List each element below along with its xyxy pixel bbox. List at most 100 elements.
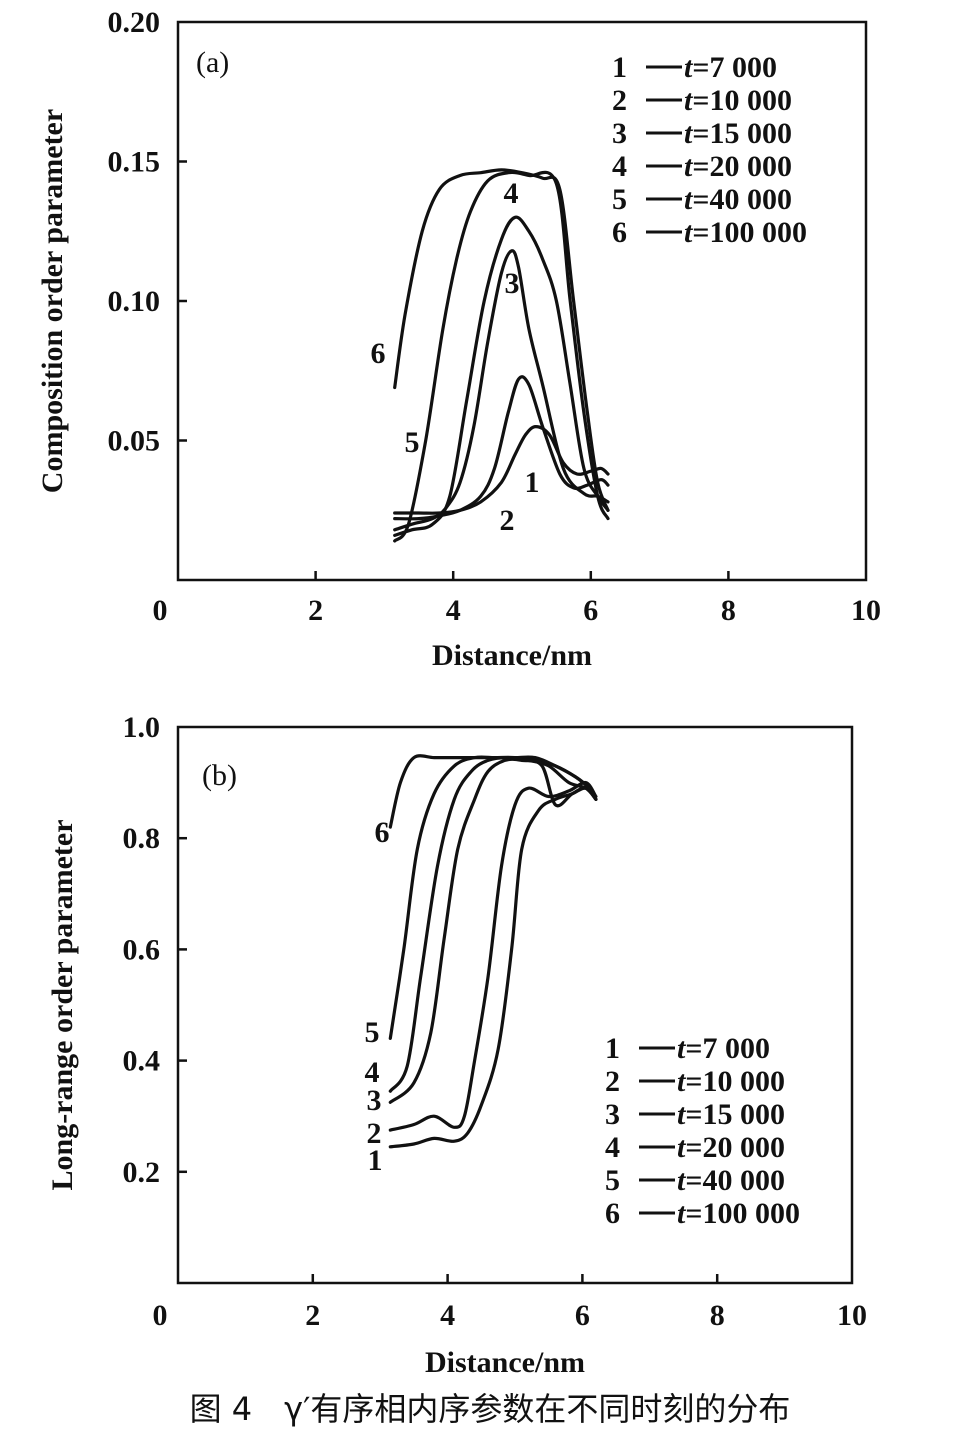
legend-number: 5	[605, 1164, 620, 1197]
x-axis-label: Distance/nm	[432, 639, 592, 672]
curve-label-3: 3	[367, 1084, 382, 1117]
x-tick-label: 10	[851, 594, 881, 627]
legend-item-3: 3 t=15 000	[605, 1098, 785, 1131]
x-tick-label: 6	[575, 1299, 590, 1332]
curve-label-6: 6	[371, 337, 386, 370]
curve-label-5: 5	[405, 426, 420, 459]
legend-t-symbol: t	[677, 1164, 687, 1197]
y-tick-label: 0.15	[108, 146, 161, 179]
legend-number: 3	[612, 117, 627, 150]
legend-value: =20 000	[692, 150, 792, 183]
legend-value: =7 000	[685, 1032, 770, 1065]
y-tick-label: 0.6	[123, 933, 161, 966]
legend-text: t=15 000	[677, 1098, 785, 1131]
x-tick-label: 10	[837, 1299, 867, 1332]
legend-text: t=20 000	[677, 1131, 785, 1164]
legend-t-symbol: t	[684, 216, 694, 249]
legend-item-2: 2 t=10 000	[605, 1065, 785, 1098]
y-axis-label: Long-range order parameter	[46, 819, 79, 1190]
legend-number: 2	[612, 84, 627, 117]
x-axis-label: Distance/nm	[425, 1346, 585, 1379]
legend-number: 5	[612, 183, 627, 216]
y-tick-label: 0.4	[123, 1045, 161, 1078]
legend-item-1: 1 t=7 000	[612, 51, 777, 84]
legend-value: =100 000	[692, 216, 807, 249]
x-tick-label: 4	[440, 1299, 455, 1332]
panel-label: (a)	[196, 46, 229, 79]
legend-value: =7 000	[692, 51, 777, 84]
series-line-5	[393, 170, 610, 543]
figure-caption: 图 4 γ′有序相内序参数在不同时刻的分布	[190, 1390, 791, 1428]
y-tick-label: 1.0	[123, 711, 161, 744]
legend-number: 2	[605, 1065, 620, 1098]
legend-text: t=100 000	[677, 1197, 800, 1230]
series-line-2	[393, 375, 610, 521]
legend-number: 1	[612, 51, 627, 84]
legend-t-symbol: t	[677, 1197, 687, 1230]
x-tick-label: 0	[153, 594, 168, 627]
legend-text: t=20 000	[684, 150, 792, 183]
panel-a-chart: 0 2 4 6 8 10 0.05 0.10 0.15 0.20 Distance/nm Compos…	[36, 6, 881, 672]
legend-text: t=15 000	[684, 117, 792, 150]
legend-t-symbol: t	[684, 117, 694, 150]
legend-t-symbol: t	[677, 1065, 687, 1098]
x-tick-label: 8	[710, 1299, 725, 1332]
legend-item-6: 6 t=100 000	[605, 1197, 800, 1230]
legend-value: =10 000	[685, 1065, 785, 1098]
legend-text: t=7 000	[677, 1032, 770, 1065]
legend-number: 6	[612, 216, 627, 249]
x-tick-label: 4	[446, 594, 461, 627]
legend-item-6: 6 t=100 000	[612, 216, 807, 249]
series-line-1	[393, 425, 610, 515]
series-line-6	[393, 168, 610, 512]
panel-label: (b)	[202, 759, 237, 792]
legend-t-symbol: t	[677, 1098, 687, 1131]
legend-text: t=10 000	[684, 84, 792, 117]
curve-label-6: 6	[375, 816, 390, 849]
curve-label-3: 3	[505, 267, 520, 300]
legend-t-symbol: t	[684, 183, 694, 216]
series-line-4	[388, 756, 598, 1093]
series-line-3	[388, 757, 598, 1104]
legend-item-5: 5 t=40 000	[612, 183, 792, 216]
legend-t-symbol: t	[684, 51, 694, 84]
series-line-2	[388, 780, 598, 1132]
legend-value: =40 000	[692, 183, 792, 216]
legend-value: =20 000	[685, 1131, 785, 1164]
legend-t-symbol: t	[684, 84, 694, 117]
curve-label-2: 2	[367, 1117, 382, 1150]
legend-text: t=40 000	[677, 1164, 785, 1197]
y-tick-label: 0.8	[123, 822, 161, 855]
legend-item-4: 4 t=20 000	[612, 150, 792, 183]
legend-t-symbol: t	[684, 150, 694, 183]
x-tick-label: 6	[583, 594, 598, 627]
legend-text: t=100 000	[684, 216, 807, 249]
series-line-6	[388, 754, 598, 829]
y-tick-label: 0.2	[123, 1156, 161, 1189]
legend-number: 4	[605, 1131, 620, 1164]
curve-label-2: 2	[500, 504, 515, 537]
curve-label-5: 5	[365, 1016, 380, 1049]
legend-text: t=10 000	[677, 1065, 785, 1098]
legend-number: 6	[605, 1197, 620, 1230]
x-tick-label: 8	[721, 594, 736, 627]
series-line-4	[393, 215, 610, 537]
legend-t-symbol: t	[677, 1131, 687, 1164]
legend-value: =100 000	[685, 1197, 800, 1230]
legend-number: 1	[605, 1032, 620, 1065]
y-tick-label: 0.05	[108, 425, 161, 458]
legend-number: 4	[612, 150, 627, 183]
curve-label-1: 1	[525, 466, 540, 499]
plot-frame	[176, 725, 854, 1285]
legend-item-2: 2 t=10 000	[612, 84, 792, 117]
legend-item-5: 5 t=40 000	[605, 1164, 785, 1197]
curve-label-4: 4	[504, 177, 519, 210]
curve-label-4: 4	[365, 1056, 380, 1089]
legend-text: t=7 000	[684, 51, 777, 84]
y-tick-label: 0.20	[108, 6, 161, 39]
y-axis-label: Composition order parameter	[36, 109, 69, 493]
legend-text: t=40 000	[684, 183, 792, 216]
legend-number: 3	[605, 1098, 620, 1131]
x-tick-label: 2	[308, 594, 323, 627]
legend-value: =10 000	[692, 84, 792, 117]
